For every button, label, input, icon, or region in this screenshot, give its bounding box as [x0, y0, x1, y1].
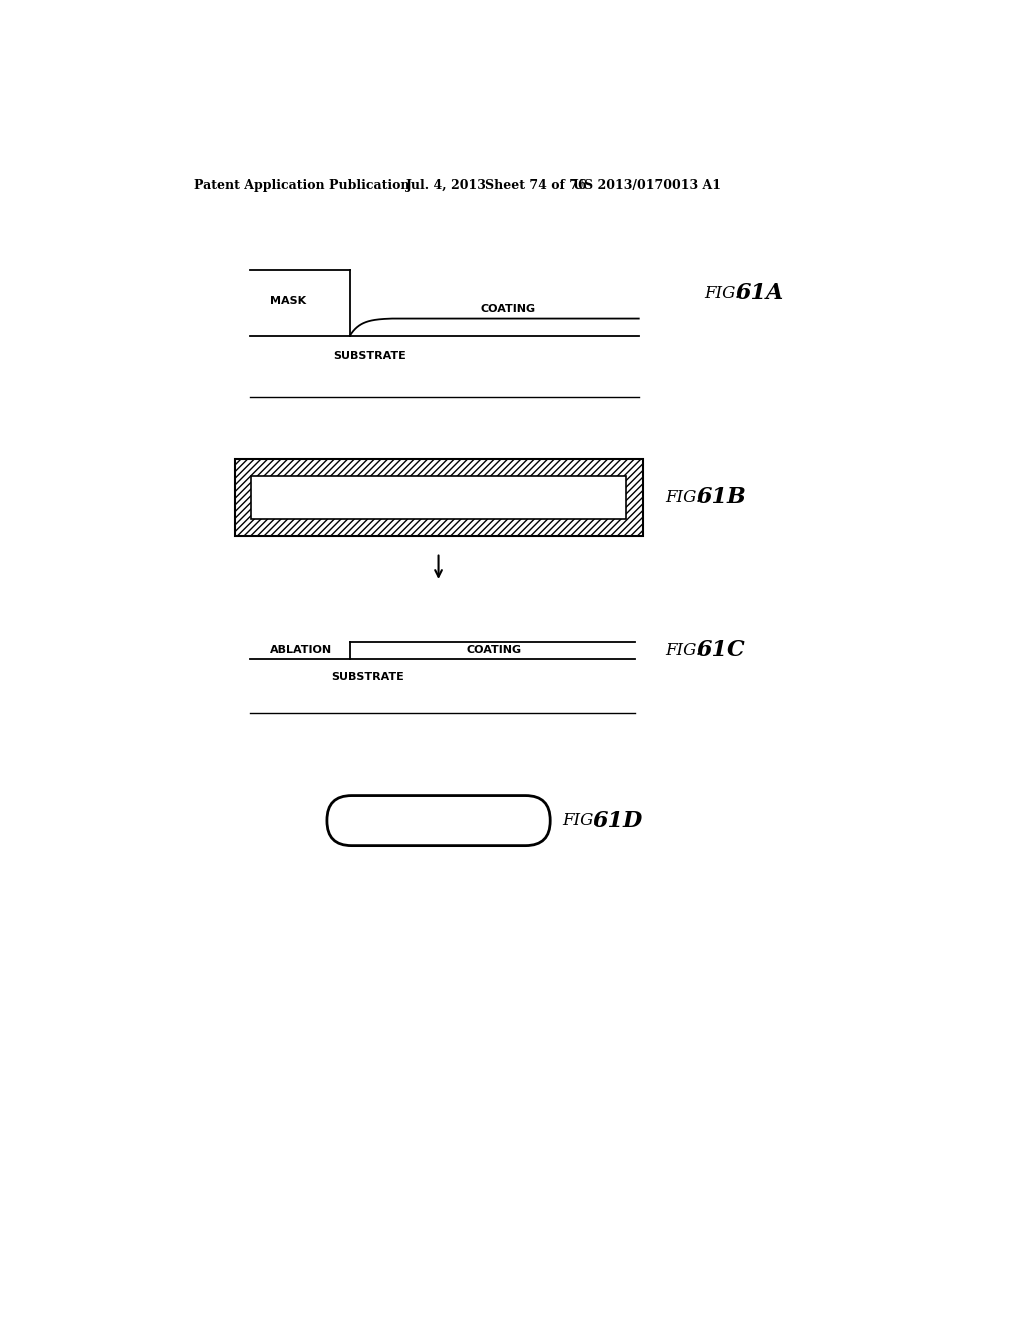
Text: SUBSTRATE: SUBSTRATE	[333, 351, 406, 362]
FancyBboxPatch shape	[327, 796, 550, 846]
Text: FIG.: FIG.	[666, 642, 701, 659]
Text: MASK: MASK	[270, 296, 306, 306]
Text: Jul. 4, 2013: Jul. 4, 2013	[407, 178, 487, 191]
Text: 61B: 61B	[696, 486, 746, 508]
Text: FIG.: FIG.	[705, 285, 740, 302]
Text: ABLATION: ABLATION	[270, 645, 333, 656]
Text: Sheet 74 of 76: Sheet 74 of 76	[484, 178, 587, 191]
Text: SUBSTRATE: SUBSTRATE	[332, 672, 404, 681]
Text: FIG.: FIG.	[562, 812, 598, 829]
Bar	[234, 459, 643, 536]
Text: 61A: 61A	[735, 282, 783, 304]
Bar	[252, 475, 626, 519]
Text: COATING: COATING	[467, 645, 521, 656]
Text: FIG.: FIG.	[666, 488, 701, 506]
Text: Patent Application Publication: Patent Application Publication	[195, 178, 410, 191]
Text: 61D: 61D	[593, 809, 643, 832]
Text: US 2013/0170013 A1: US 2013/0170013 A1	[573, 178, 721, 191]
Text: COATING: COATING	[480, 304, 536, 314]
Text: 61C: 61C	[696, 639, 745, 661]
